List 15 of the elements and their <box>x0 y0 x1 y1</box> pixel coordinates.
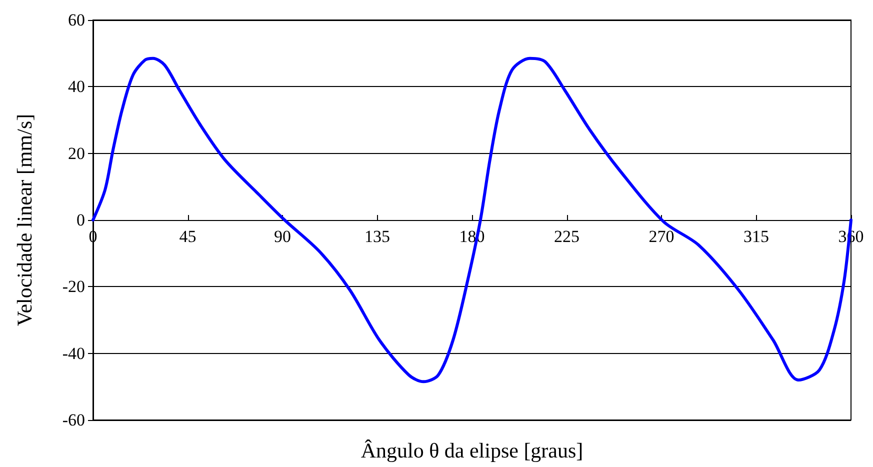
x-tick-label: 225 <box>554 227 580 246</box>
x-tick-label: 315 <box>744 227 769 246</box>
y-tick-label: 20 <box>68 144 85 163</box>
y-axis-title: Velocidade linear [mm/s] <box>12 114 36 326</box>
x-tick-label: 270 <box>648 227 674 246</box>
x-tick-label: 90 <box>274 227 291 246</box>
y-tick-label: -40 <box>62 344 85 363</box>
y-tick-label: -20 <box>62 277 85 296</box>
x-tick-label: 45 <box>179 227 196 246</box>
y-tick-label: -60 <box>62 410 85 430</box>
x-axis-title: Ângulo θ da elipse [graus] <box>360 438 584 462</box>
y-tick-label: 60 <box>68 10 85 30</box>
x-tick-label: 135 <box>364 227 390 246</box>
y-tick-label: 0 <box>76 210 85 230</box>
y-tick-label: 40 <box>68 77 85 96</box>
